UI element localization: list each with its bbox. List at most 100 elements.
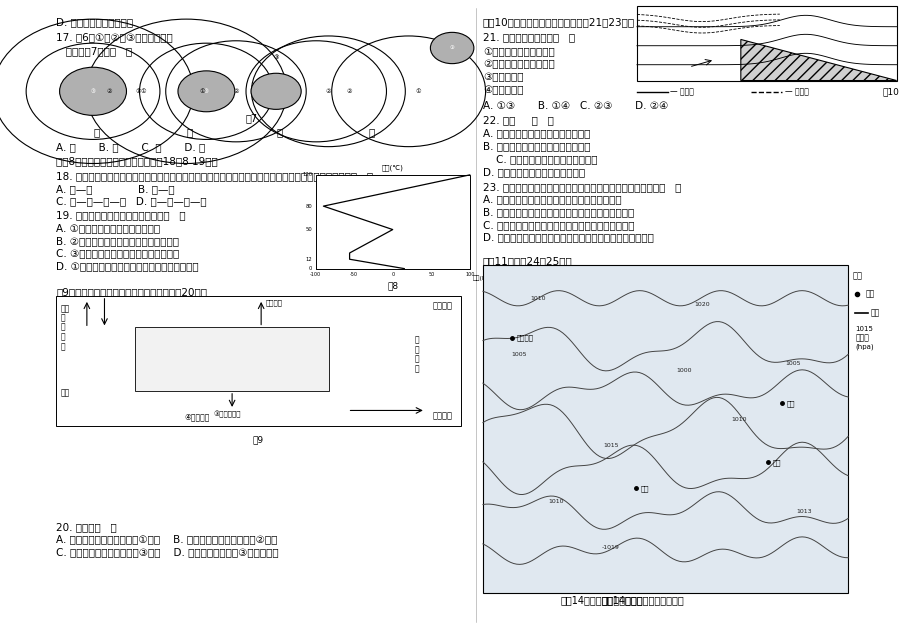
Text: ③: ③ [90, 89, 96, 93]
Text: 1010: 1010 [548, 499, 563, 504]
Text: 地球表面: 地球表面 [432, 411, 451, 420]
Text: 120: 120 [301, 172, 312, 177]
Bar [56, 296, 460, 425]
Text: 19. 关于图中各层大气的正确叙述是（   ）: 19. 关于图中各层大气的正确叙述是（ ） [56, 211, 186, 220]
Text: A. ①层的大气厚度在赤道地区最薄: A. ①层的大气厚度在赤道地区最薄 [56, 223, 160, 233]
Text: 0: 0 [309, 266, 312, 271]
Bar [135, 328, 329, 391]
Text: ②: ② [107, 89, 112, 93]
Text: 等压线: 等压线 [855, 334, 868, 343]
Text: 图8: 图8 [387, 281, 398, 290]
Text: 反射: 反射 [61, 389, 70, 398]
Text: 乌鲁木齐: 乌鲁木齐 [516, 335, 533, 341]
Text: D. 甲地的气压较同一高度的乙地高: D. 甲地的气压较同一高度的乙地高 [482, 167, 584, 177]
Text: 图9: 图9 [253, 435, 264, 444]
Text: 1013: 1013 [796, 509, 811, 514]
Text: 大气: 大气 [227, 355, 236, 364]
Text: 某日14时海平面气压场分布图: 某日14时海平面气压场分布图 [560, 595, 642, 605]
Text: 1000: 1000 [675, 368, 691, 373]
Text: 甲: 甲 [93, 127, 99, 137]
Text: A. 甲       B. 乙       C. 丙       D. 丁: A. 甲 B. 乙 C. 丙 D. 丁 [56, 142, 205, 152]
Text: 20. 大气中（   ）: 20. 大气中（ ） [56, 522, 117, 532]
Text: 丙: 丙 [276, 127, 282, 137]
Text: ①: ① [199, 89, 205, 93]
Circle shape [177, 71, 234, 112]
Text: B. 夜晚的气温比周围地区的气温低，气流作下沉运动: B. 夜晚的气温比周围地区的气温低，气流作下沉运动 [482, 207, 633, 217]
Text: 21. 下列判断正确的是（   ）: 21. 下列判断正确的是（ ） [482, 32, 574, 42]
Text: ②吸收: ②吸收 [299, 364, 314, 373]
Bar [636, 6, 896, 81]
Text: 表示为图7中的（   ）: 表示为图7中的（ ） [56, 46, 132, 56]
Text: ①图中出现的时间是夜晚: ①图中出现的时间是夜晚 [482, 47, 554, 57]
Text: ②: ② [233, 89, 239, 93]
Text: A. 图中的等压线的数值自下往上递增: A. 图中的等压线的数值自下往上递增 [482, 128, 590, 138]
Circle shape [251, 73, 301, 109]
Text: B. 图中的等温线的数值自上往下递减: B. 图中的等温线的数值自上往下递减 [482, 141, 590, 151]
Text: A. 臭氧层遭到破坏，会导致①增加    B. 二氧化碳浓度降低，会使②减少: A. 臭氧层遭到破坏，会导致①增加 B. 二氧化碳浓度降低，会使②减少 [56, 535, 278, 544]
Text: 大气上界: 大气上界 [432, 301, 451, 310]
Text: 乙: 乙 [187, 127, 192, 137]
Text: D. 夜晚的气温比周围地区高，蜒发旺盛，空气中含水汽十富: D. 夜晚的气温比周围地区高，蜒发旺盛，空气中含水汽十富 [482, 233, 653, 242]
Text: 高度(km): 高度(km) [471, 275, 494, 280]
Text: B. ②层中复杂的天气状况不利于航空飞行: B. ②层中复杂的天气状况不利于航空飞行 [56, 236, 179, 245]
Text: 图例: 图例 [852, 272, 862, 280]
Text: 贵阳: 贵阳 [640, 485, 649, 492]
Text: 1010: 1010 [730, 417, 745, 422]
Text: 1020: 1020 [694, 302, 709, 307]
Text: 图10: 图10 [881, 87, 898, 96]
Text: 国界: 国界 [869, 308, 879, 317]
Text: 18. 人们为研究宇宙环境而不断发射人造天体，人造天体在返回地球的过程中，途经大气层的温度变化为（   ）: 18. 人们为研究宇宙环境而不断发射人造天体，人造天体在返回地球的过程中，途经大… [56, 171, 373, 181]
Text: ②图中出现的时间是白天: ②图中出现的时间是白天 [482, 60, 554, 70]
Text: ③此时吹山风: ③此时吹山风 [482, 73, 523, 82]
Text: 50: 50 [427, 272, 434, 277]
Text: 0: 0 [391, 272, 394, 277]
Text: 22. 图中     （   ）: 22. 图中 （ ） [482, 115, 553, 125]
Text: 反射: 反射 [61, 304, 70, 314]
Text: 1005: 1005 [511, 352, 527, 357]
Text: 读图11，完成24、25题。: 读图11，完成24、25题。 [482, 256, 572, 266]
Text: 80: 80 [305, 204, 312, 209]
Circle shape [60, 67, 126, 115]
Text: C. 减—增—减—增   D. 增—减—增—减: C. 减—增—减—增 D. 增—减—增—减 [56, 197, 207, 207]
Text: (hpa): (hpa) [855, 343, 873, 350]
Text: ①: ① [135, 89, 141, 93]
Text: 1015: 1015 [855, 326, 872, 332]
Text: 1015: 1015 [602, 443, 618, 448]
Text: -50: -50 [350, 272, 357, 277]
Polygon shape [740, 39, 896, 81]
Text: 17. 图6中①、②、③所围关系可以: 17. 图6中①、②、③所围关系可以 [56, 32, 173, 42]
Text: -100: -100 [310, 272, 321, 277]
Text: C. 可吸入飙粒物增加，会使③增加    D. 出现雾霸，会导致③在夜间减少: C. 可吸入飙粒物增加，会使③增加 D. 出现雾霸，会导致③在夜间减少 [56, 547, 278, 557]
Text: -1019: -1019 [601, 545, 619, 550]
Text: 城市: 城市 [865, 289, 874, 298]
Text: 1010: 1010 [529, 296, 545, 301]
Text: D. ①层的热量直接源于臭氧对太阳紫外线的吸收: D. ①层的热量直接源于臭氧对太阳紫外线的吸收 [56, 261, 199, 271]
Text: 图7: 图7 [245, 113, 257, 123]
Text: 丁: 丁 [369, 127, 374, 137]
Bar [315, 175, 470, 268]
Text: ①: ① [140, 89, 145, 93]
Text: 12: 12 [305, 257, 312, 262]
Text: A. 夜晚的气温高于白天的气温，气流作上升运动: A. 夜晚的气温高于白天的气温，气流作上升运动 [482, 195, 621, 205]
Circle shape [430, 32, 473, 64]
Text: ③大气逆诸射: ③大气逆诸射 [214, 410, 241, 418]
Text: C. 甲地的气压较同一高度的乙地低: C. 甲地的气压较同一高度的乙地低 [482, 155, 596, 165]
Text: A. ①③       B. ①④   C. ②③       D. ②④: A. ①③ B. ①④ C. ②③ D. ②④ [482, 100, 667, 111]
Text: 大气诸射: 大气诸射 [266, 299, 282, 306]
Text: — 等温面: — 等温面 [784, 87, 808, 97]
Text: ②: ② [325, 89, 331, 93]
Text: ①吸收: ①吸收 [149, 345, 165, 354]
Text: 太
阳
诸
射: 太 阳 诸 射 [61, 313, 65, 351]
Text: 读图10「山谷风剖面示意图」，完成21～23题。: 读图10「山谷风剖面示意图」，完成21～23题。 [482, 17, 634, 27]
Text: C. 夜晚的气温比周围地区的气温高，气流作上升运动: C. 夜晚的气温比周围地区的气温高，气流作上升运动 [482, 220, 634, 230]
Text: C. ③层中存在电离层，能够反射无线电波: C. ③层中存在电离层，能够反射无线电波 [56, 248, 179, 258]
Text: ③: ③ [204, 89, 209, 93]
Text: ②: ② [346, 89, 352, 93]
Text: — 等压面: — 等压面 [670, 87, 694, 97]
Bar [482, 265, 847, 593]
Text: 100: 100 [464, 272, 474, 277]
Text: A. 减—增              B. 增—减: A. 减—增 B. 增—减 [56, 184, 175, 194]
Text: 50: 50 [305, 227, 312, 232]
Text: 图9为地球大气变热过程示意图，读图，完成20题。: 图9为地球大气变热过程示意图，读图，完成20题。 [56, 287, 207, 298]
Text: 23. 据实际调查，图中甲地的夜雨较多，其主要原因是该地区（   ）: 23. 据实际调查，图中甲地的夜雨较多，其主要原因是该地区（ ） [482, 182, 681, 192]
